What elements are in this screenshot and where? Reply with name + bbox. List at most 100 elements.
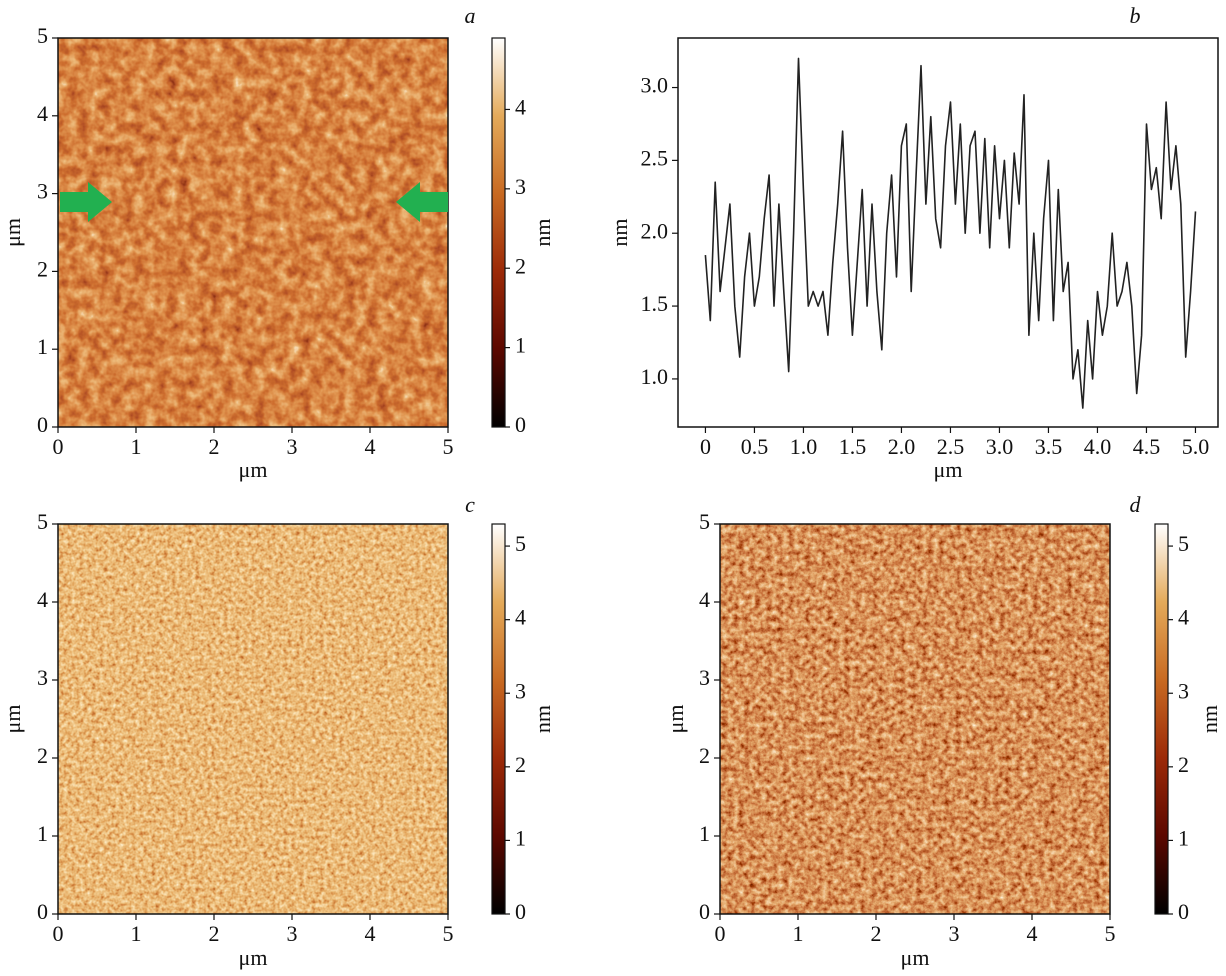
x-axis-label: μm xyxy=(934,457,963,482)
afm-image xyxy=(58,524,448,914)
x-tick-label: 4.5 xyxy=(1133,434,1161,459)
y-tick-label: 5 xyxy=(699,509,710,534)
panel-label: d xyxy=(1130,492,1142,517)
colorbar-tick-label: 2 xyxy=(1178,752,1189,777)
x-tick-label: 0 xyxy=(53,921,64,946)
x-tick-label: 5 xyxy=(1105,921,1116,946)
y-tick-label: 3 xyxy=(37,665,48,690)
x-tick-label: 2.5 xyxy=(937,434,965,459)
x-tick-label: 3 xyxy=(949,921,960,946)
panel-label: a xyxy=(465,3,476,28)
y-tick-label: 5 xyxy=(37,23,48,48)
y-tick-label: 4 xyxy=(37,587,48,612)
profile-line xyxy=(704,57,1197,409)
y-tick-label: 3 xyxy=(37,179,48,204)
plot-frame xyxy=(57,523,449,915)
colorbar xyxy=(491,523,506,915)
x-tick-label: 5 xyxy=(443,434,454,459)
colorbar-tick-label: 0 xyxy=(515,899,526,924)
x-tick-label: 1.5 xyxy=(839,434,867,459)
arrows xyxy=(60,182,448,222)
panel-label: c xyxy=(465,492,475,517)
x-tick-label: 5 xyxy=(443,921,454,946)
x-axis-label: μm xyxy=(239,945,268,970)
colorbar-tick-label: 1 xyxy=(515,333,526,358)
x-tick-label: 4.0 xyxy=(1084,434,1112,459)
y-tick-label: 0 xyxy=(699,899,710,924)
y-axis-label: nm xyxy=(607,218,632,246)
x-tick-label: 0 xyxy=(715,921,726,946)
x-tick-label: 4 xyxy=(365,921,376,946)
colorbar-tick-label: 4 xyxy=(1178,605,1189,630)
y-tick-label: 2 xyxy=(699,743,710,768)
x-tick-label: 4 xyxy=(1027,921,1038,946)
y-tick-label: 3 xyxy=(699,665,710,690)
colorbar-tick-label: 3 xyxy=(515,174,526,199)
arrow xyxy=(396,182,448,222)
x-tick-label: 1.0 xyxy=(790,434,818,459)
x-tick-label: 2 xyxy=(871,921,882,946)
plots: 0 1 2 3 4 5 0 1 2 3 4 5 μm μm a 0 1 2 3 4 nm 0 0.5 1.0 1.5 2.0 2.5… xyxy=(0,3,1222,970)
y-tick-label: 1 xyxy=(699,821,710,846)
colorbar-tick-label: 4 xyxy=(515,94,526,119)
y-tick-label: 4 xyxy=(37,101,48,126)
plot-frame xyxy=(719,523,1111,915)
y-tick-label: 2 xyxy=(37,743,48,768)
colorbar-tick-label: 0 xyxy=(1178,899,1189,924)
colorbar-tick-label: 5 xyxy=(515,531,526,556)
x-tick-label: 3 xyxy=(287,434,298,459)
x-tick-label: 3.0 xyxy=(986,434,1014,459)
y-axis-label: μm xyxy=(0,218,25,247)
colorbar-tick-label: 1 xyxy=(515,825,526,850)
colorbar-tick-label: 5 xyxy=(1178,531,1189,556)
x-axis-label: μm xyxy=(239,457,268,482)
x-tick-label: 0 xyxy=(53,434,64,459)
colorbar-tick-label: 2 xyxy=(515,253,526,278)
colorbar-tick-label: 4 xyxy=(515,605,526,630)
afm-image xyxy=(720,524,1110,914)
y-tick-label: 3.0 xyxy=(641,73,669,98)
x-axis-label: μm xyxy=(901,945,930,970)
y-tick-label: 1.5 xyxy=(641,291,669,316)
afm-image xyxy=(58,38,448,427)
colorbar xyxy=(491,37,506,428)
y-axis-label: μm xyxy=(0,705,25,734)
plot-frame xyxy=(677,37,1219,428)
y-tick-label: 1.0 xyxy=(641,364,669,389)
y-tick-label: 4 xyxy=(699,587,710,612)
x-tick-label: 0 xyxy=(700,434,711,459)
plot-frame xyxy=(57,37,449,428)
x-tick-label: 2 xyxy=(209,921,220,946)
x-tick-label: 0.5 xyxy=(741,434,769,459)
y-axis-label: μm xyxy=(663,705,688,734)
x-tick-label: 3 xyxy=(287,921,298,946)
x-tick-label: 2 xyxy=(209,434,220,459)
colorbar xyxy=(1154,523,1169,915)
y-tick-label: 5 xyxy=(37,509,48,534)
colorbar-tick-label: 2 xyxy=(515,752,526,777)
colorbar-label: nm xyxy=(530,705,555,733)
y-tick-label: 2 xyxy=(37,256,48,281)
colorbar-tick-label: 0 xyxy=(515,412,526,437)
colorbar-tick-label: 3 xyxy=(515,678,526,703)
y-tick-label: 2.5 xyxy=(641,145,669,170)
colorbar-tick-label: 3 xyxy=(1178,678,1189,703)
y-tick-label: 1 xyxy=(37,821,48,846)
x-tick-label: 5.0 xyxy=(1182,434,1210,459)
arrow xyxy=(60,182,112,222)
colorbar-label: nm xyxy=(1197,705,1222,733)
y-tick-label: 0 xyxy=(37,412,48,437)
x-tick-label: 2.0 xyxy=(888,434,916,459)
x-tick-label: 1 xyxy=(131,921,142,946)
x-tick-label: 4 xyxy=(365,434,376,459)
y-tick-label: 1 xyxy=(37,334,48,359)
x-tick-label: 1 xyxy=(131,434,142,459)
x-tick-label: 3.5 xyxy=(1035,434,1063,459)
panel-label: b xyxy=(1130,3,1141,28)
x-tick-label: 1 xyxy=(793,921,804,946)
colorbar-tick-label: 1 xyxy=(1178,825,1189,850)
colorbar-label: nm xyxy=(530,218,555,246)
y-tick-label: 2.0 xyxy=(641,218,669,243)
y-tick-label: 0 xyxy=(37,899,48,924)
